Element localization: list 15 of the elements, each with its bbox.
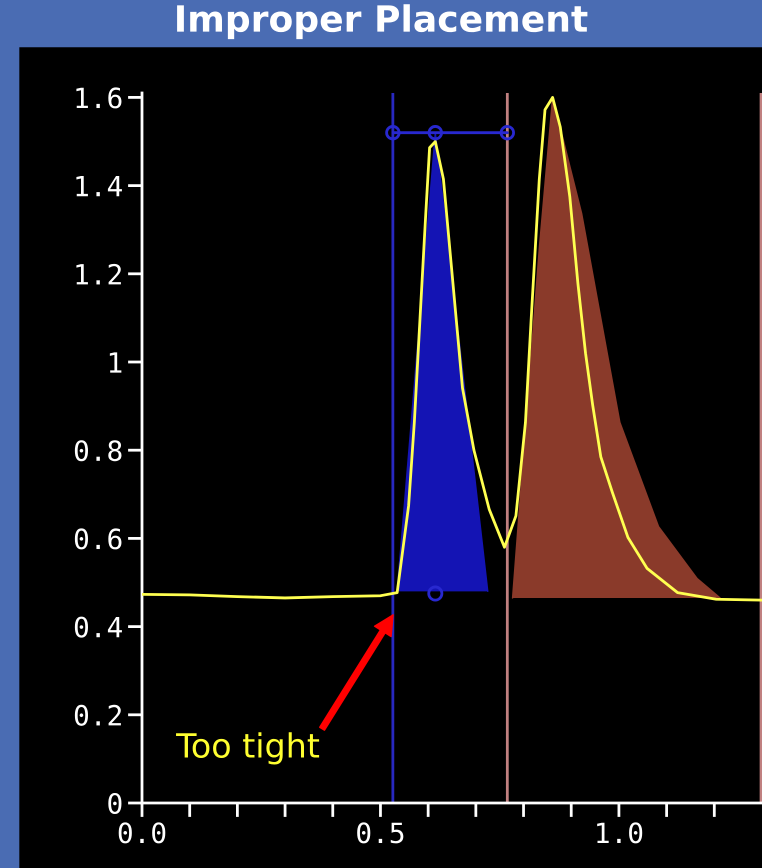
y-tick-label: 0.6	[74, 528, 122, 550]
y-tick-label: 0	[108, 793, 122, 814]
y-tick-label: 1	[110, 352, 122, 373]
annotation: Too tight	[176, 732, 320, 764]
x-tick-label: 0.5	[357, 822, 404, 844]
y-tick-label: 1.4	[76, 176, 122, 196]
y-tick-label: 1.2	[76, 264, 121, 284]
chart-title: Improper Placement	[177, 4, 588, 40]
y-tick-label: 0.2	[74, 704, 121, 726]
y-tick-label: 0.4	[74, 616, 122, 638]
y-tick-label: 1.6	[76, 87, 122, 108]
line-series	[142, 96, 762, 602]
x-tick-label: 0.0	[118, 822, 166, 844]
x-tick-label: 1.0	[597, 822, 642, 844]
y-tick-label: 0.8	[74, 440, 122, 462]
